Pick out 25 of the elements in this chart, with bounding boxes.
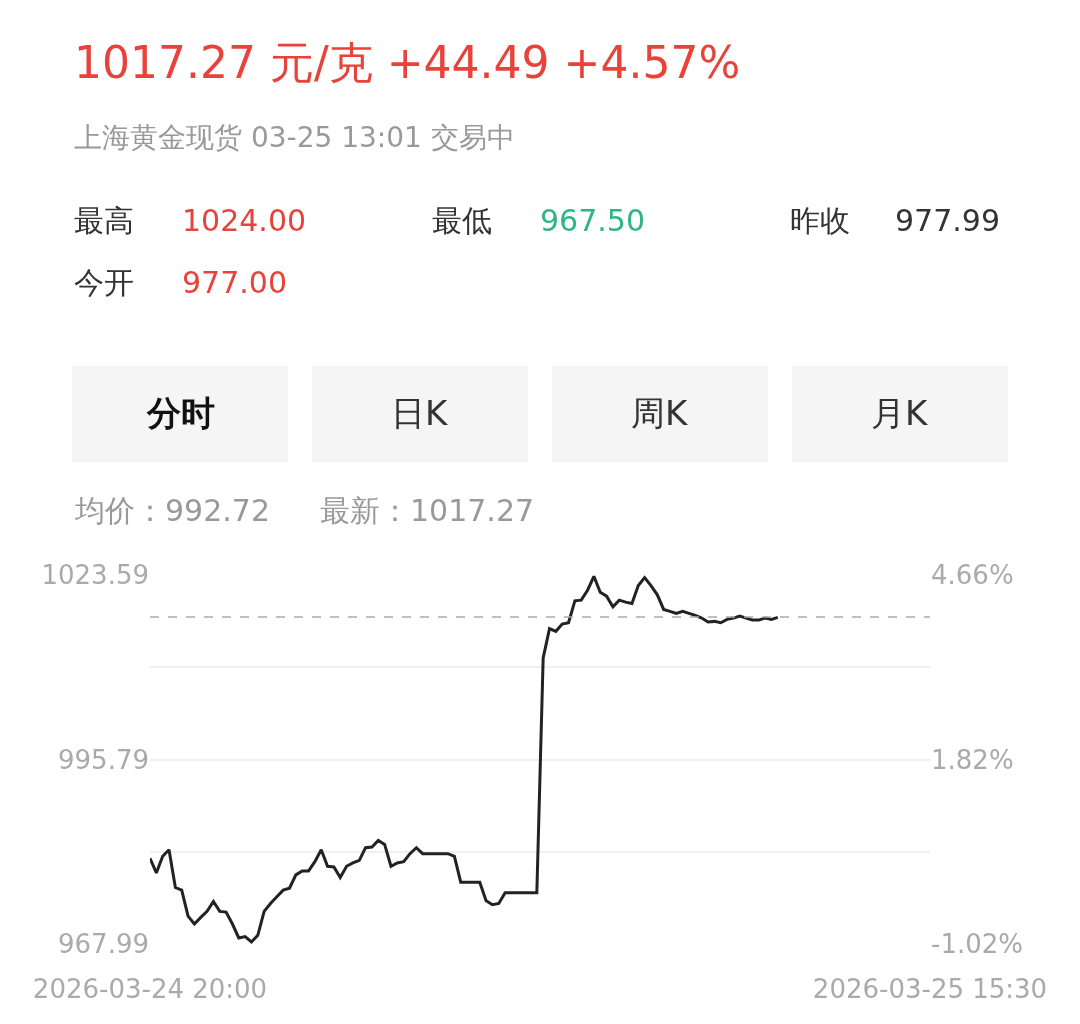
chart-subtitle: 上海黄金现货 03-25 13:01 交易中 xyxy=(74,121,515,154)
text: 最低 xyxy=(432,203,492,238)
y-tick-label: 1023.59 xyxy=(41,560,149,591)
y2-tick-label: -1.02% xyxy=(931,929,1023,960)
y-tick-label: 995.79 xyxy=(58,744,149,775)
x-tick-label: 2026-03-24 20:00 xyxy=(32,974,268,1005)
text: 1024.00 xyxy=(182,203,307,238)
text: 分时 xyxy=(146,393,215,433)
chart-title: 1017.27 元/克 +44.49 +4.57% xyxy=(74,37,741,88)
y2-tick-label: 1.82% xyxy=(931,744,1014,775)
text: 977.99 xyxy=(895,203,1000,238)
text: 最新：1017.27 xyxy=(320,493,535,528)
y-tick-label: 967.99 xyxy=(58,929,149,960)
text: 977.00 xyxy=(182,265,287,300)
line-series xyxy=(150,575,780,944)
text: 月K xyxy=(871,393,929,433)
text: 967.50 xyxy=(540,203,645,238)
text: 周K xyxy=(631,393,689,433)
text: 日K xyxy=(391,393,449,433)
text: 均价：992.72 xyxy=(74,493,270,528)
text: 昨收 xyxy=(790,203,850,238)
text: 最高 xyxy=(74,203,134,238)
x-tick-label: 2026-03-25 15:30 xyxy=(812,974,1048,1005)
y2-tick-label: 4.66% xyxy=(931,560,1014,591)
text: 今开 xyxy=(74,265,134,300)
